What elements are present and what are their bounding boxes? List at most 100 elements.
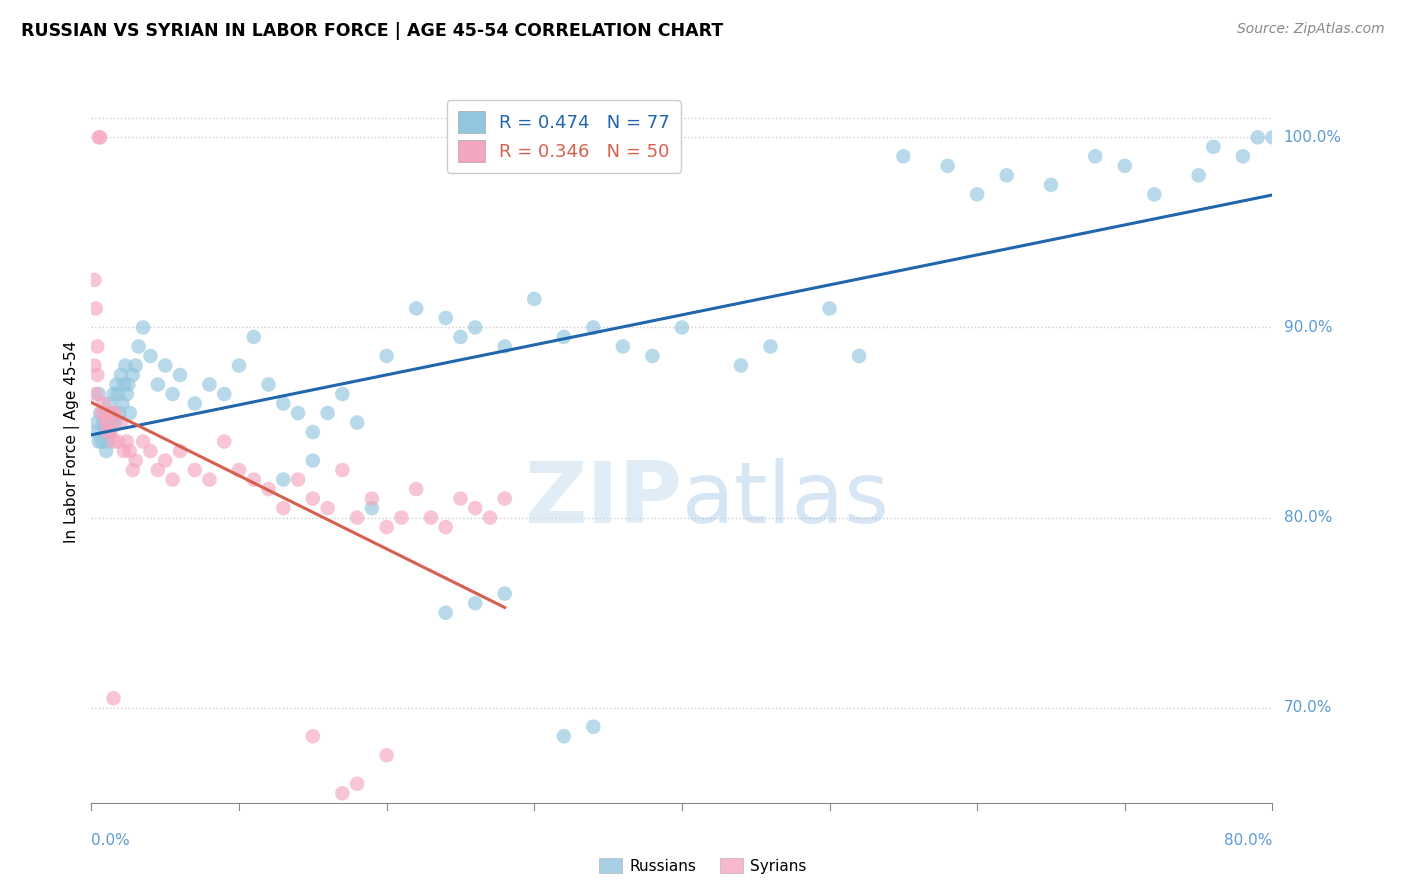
Point bbox=[93, 406, 115, 420]
Point bbox=[671, 320, 693, 334]
Point bbox=[132, 320, 155, 334]
Point bbox=[114, 359, 136, 373]
Point bbox=[96, 444, 118, 458]
Point bbox=[405, 301, 427, 316]
Point bbox=[419, 510, 441, 524]
Point bbox=[464, 501, 486, 516]
Point bbox=[1247, 130, 1270, 145]
Point bbox=[405, 482, 427, 496]
Point bbox=[464, 596, 486, 610]
Point bbox=[375, 520, 398, 534]
Point bbox=[1143, 187, 1166, 202]
Point bbox=[1084, 149, 1107, 163]
Text: 90.0%: 90.0% bbox=[1284, 320, 1331, 335]
Point bbox=[523, 292, 546, 306]
Point bbox=[162, 473, 184, 487]
Legend: R = 0.474   N = 77, R = 0.346   N = 50: R = 0.474 N = 77, R = 0.346 N = 50 bbox=[447, 100, 681, 173]
Point bbox=[287, 406, 309, 420]
Point bbox=[375, 748, 398, 763]
Point bbox=[107, 387, 129, 401]
Point bbox=[84, 387, 107, 401]
Point bbox=[273, 473, 295, 487]
Point bbox=[936, 159, 959, 173]
Point bbox=[162, 387, 184, 401]
Point bbox=[1232, 149, 1254, 163]
Point bbox=[228, 359, 250, 373]
Point bbox=[101, 406, 124, 420]
Text: ZIP: ZIP bbox=[524, 458, 682, 541]
Point bbox=[110, 368, 132, 382]
Point bbox=[198, 473, 221, 487]
Point bbox=[83, 273, 105, 287]
Point bbox=[98, 396, 121, 410]
Point bbox=[391, 510, 413, 524]
Point bbox=[301, 729, 323, 743]
Point bbox=[1261, 130, 1284, 145]
Point bbox=[87, 130, 110, 145]
Point bbox=[1187, 169, 1209, 183]
Point bbox=[464, 320, 486, 334]
Point bbox=[198, 377, 221, 392]
Point bbox=[214, 434, 236, 449]
Point bbox=[641, 349, 664, 363]
Point bbox=[301, 453, 323, 467]
Point bbox=[93, 425, 115, 439]
Point bbox=[612, 339, 634, 353]
Point bbox=[83, 359, 105, 373]
Point bbox=[87, 387, 110, 401]
Point bbox=[96, 416, 118, 430]
Point bbox=[346, 416, 368, 430]
Point bbox=[87, 434, 110, 449]
Point bbox=[1202, 140, 1225, 154]
Point bbox=[98, 416, 121, 430]
Point bbox=[146, 463, 169, 477]
Text: RUSSIAN VS SYRIAN IN LABOR FORCE | AGE 45-54 CORRELATION CHART: RUSSIAN VS SYRIAN IN LABOR FORCE | AGE 4… bbox=[21, 22, 723, 40]
Point bbox=[139, 349, 162, 363]
Text: 70.0%: 70.0% bbox=[1284, 700, 1331, 715]
Point bbox=[759, 339, 782, 353]
Point bbox=[124, 359, 148, 373]
Point bbox=[434, 606, 457, 620]
Point bbox=[893, 149, 915, 163]
Text: 80.0%: 80.0% bbox=[1225, 833, 1272, 848]
Point bbox=[316, 406, 339, 420]
Point bbox=[183, 396, 207, 410]
Point bbox=[434, 520, 457, 534]
Point bbox=[183, 463, 207, 477]
Point bbox=[273, 396, 295, 410]
Text: 80.0%: 80.0% bbox=[1284, 510, 1331, 525]
Point bbox=[995, 169, 1018, 183]
Point bbox=[257, 377, 280, 392]
Point bbox=[818, 301, 841, 316]
Point bbox=[100, 406, 122, 420]
Point bbox=[90, 434, 112, 449]
Point bbox=[118, 444, 141, 458]
Legend: Russians, Syrians: Russians, Syrians bbox=[593, 852, 813, 880]
Point bbox=[301, 491, 323, 506]
Point bbox=[84, 301, 107, 316]
Point bbox=[243, 473, 266, 487]
Point bbox=[124, 453, 148, 467]
Point bbox=[169, 368, 191, 382]
Point bbox=[450, 330, 472, 344]
Point bbox=[332, 387, 354, 401]
Point bbox=[243, 330, 266, 344]
Point bbox=[228, 463, 250, 477]
Point bbox=[121, 368, 143, 382]
Point bbox=[100, 425, 122, 439]
Point bbox=[146, 377, 169, 392]
Point bbox=[112, 444, 135, 458]
Point bbox=[478, 510, 502, 524]
Point bbox=[346, 510, 368, 524]
Point bbox=[346, 777, 368, 791]
Point bbox=[91, 396, 114, 410]
Point bbox=[730, 359, 752, 373]
Point bbox=[103, 691, 125, 706]
Point bbox=[107, 434, 129, 449]
Point bbox=[110, 416, 132, 430]
Point bbox=[84, 425, 107, 439]
Point bbox=[360, 491, 382, 506]
Text: 0.0%: 0.0% bbox=[91, 833, 131, 848]
Point bbox=[108, 406, 131, 420]
Text: Source: ZipAtlas.com: Source: ZipAtlas.com bbox=[1237, 22, 1385, 37]
